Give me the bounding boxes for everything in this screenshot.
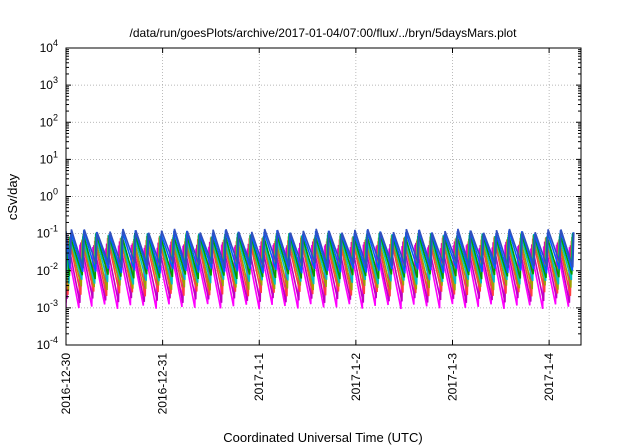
x-tick-label: 2017-1-3	[445, 353, 459, 401]
y-tick-label: 101	[40, 149, 58, 166]
x-tick-label: 2016-12-30	[59, 353, 73, 415]
chart-title: /data/run/goesPlots/archive/2017-01-04/0…	[130, 26, 518, 40]
y-tick-label: 100	[40, 187, 58, 204]
y-tick-label: 102	[40, 112, 58, 129]
y-tick-label: 10-2	[37, 261, 58, 278]
x-tick-label: 2016-12-31	[156, 353, 170, 415]
y-tick-label: 10-4	[37, 335, 58, 352]
y-tick-label: 103	[40, 75, 58, 92]
y-tick-label: 10-1	[37, 224, 58, 241]
x-axis-label: Coordinated Universal Time (UTC)	[223, 430, 422, 445]
series-group	[66, 228, 575, 310]
series-line-7	[66, 230, 575, 274]
ticks	[65, 47, 581, 346]
y-axis-label: cSv/day	[5, 173, 20, 220]
y-tick-labels: 10-4 10-3 10-2 10-1 100 101 102 103 104	[37, 38, 58, 352]
series-line-8	[66, 228, 575, 269]
y-tick-label: 10-3	[37, 298, 58, 315]
series-line-6	[66, 232, 574, 280]
x-tick-label: 2017-1-2	[349, 353, 363, 401]
y-tick-label: 104	[40, 38, 58, 55]
x-tick-label: 2017-1-1	[252, 353, 266, 401]
x-tick-label: 2017-1-4	[542, 353, 556, 401]
x-tick-labels: 2016-12-30 2016-12-31 2017-1-1 2017-1-2 2017…	[59, 353, 556, 415]
